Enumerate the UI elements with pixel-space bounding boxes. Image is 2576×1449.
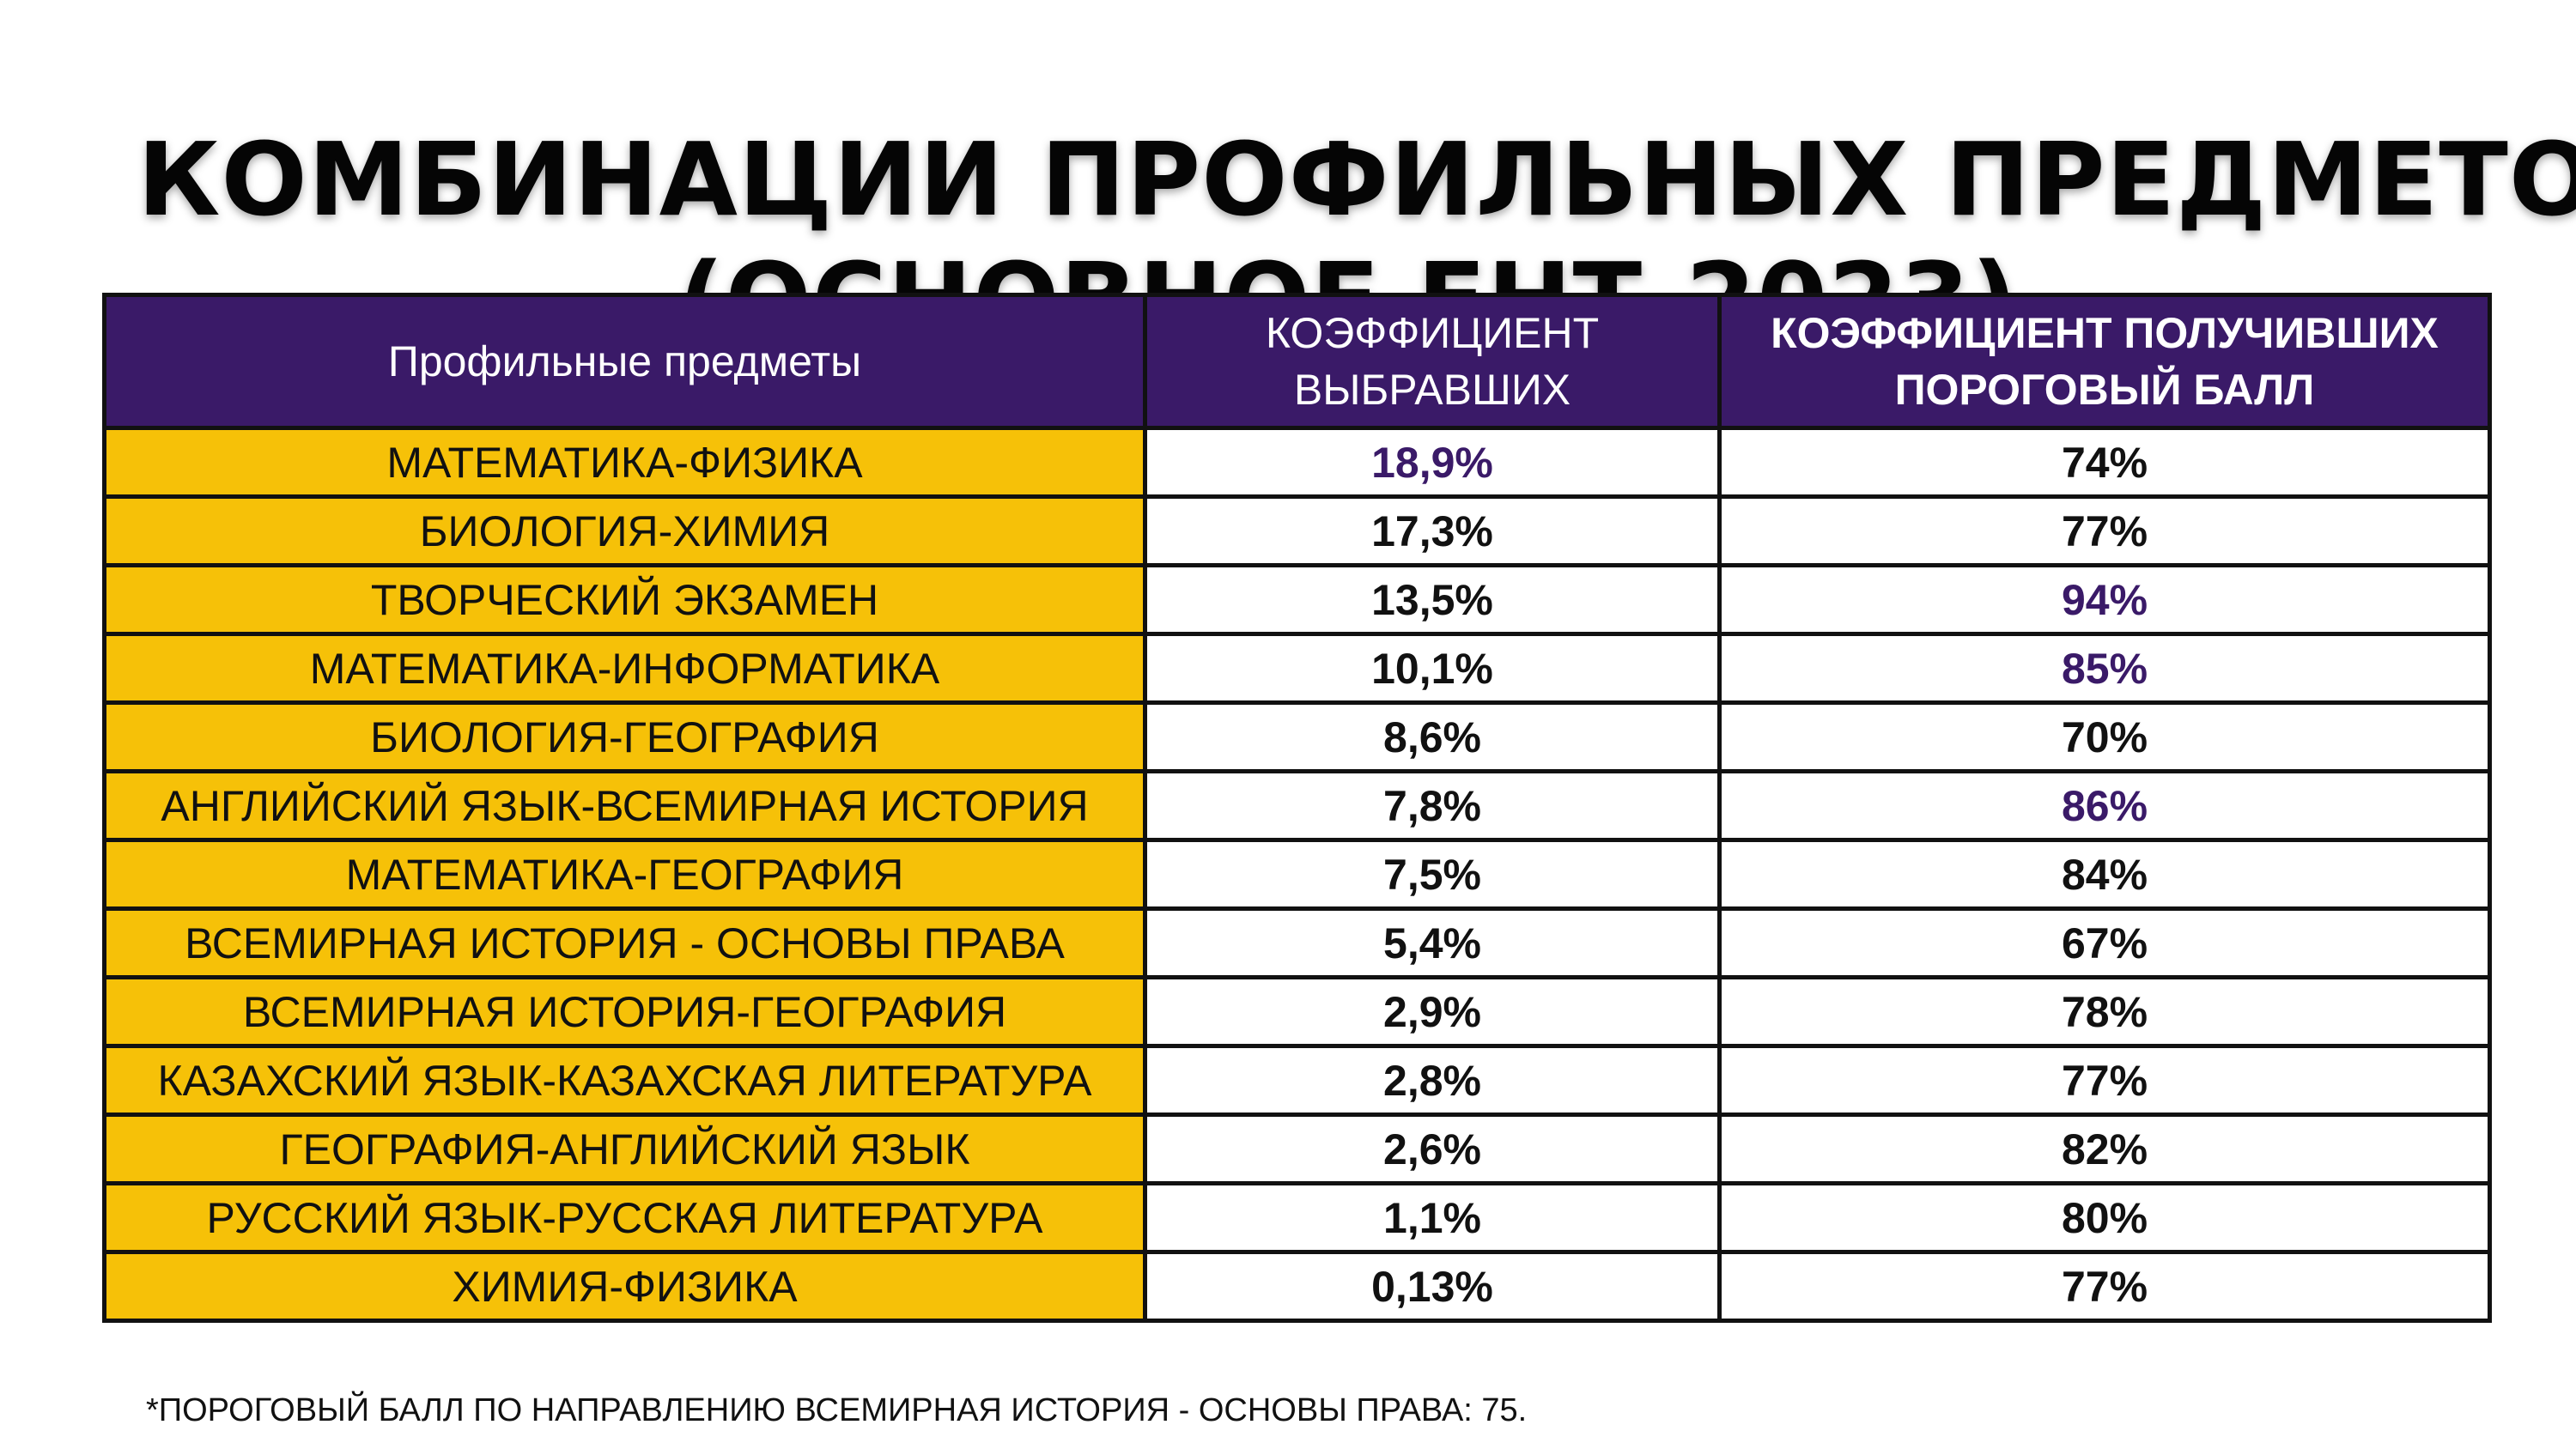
chosen-cell: 2,8% [1143,1044,1722,1117]
header-passed-line-2: ПОРОГОВЫЙ БАЛЛ [1894,366,2315,414]
chosen-cell: 2,6% [1143,1113,1722,1185]
results-table: Профильные предметы КОЭФФИЦИЕНТ ВЫБРАВШИ… [102,293,2492,1323]
chosen-cell: 0,13% [1143,1250,1722,1323]
table-row: ВСЕМИРНАЯ ИСТОРИЯ-ГЕОГРАФИЯ 2,9% 78% [102,975,2492,1048]
title-line-1: КОМБИНАЦИИ ПРОФИЛЬНЫХ ПРЕДМЕТОВ [137,120,2576,239]
passed-cell: 94% [1717,563,2492,636]
passed-cell: 77% [1717,1044,2492,1117]
table-row: РУССКИЙ ЯЗЫК-РУССКАЯ ЛИТЕРАТУРА 1,1% 80% [102,1181,2492,1254]
chosen-cell: 5,4% [1143,906,1722,979]
passed-cell: 82% [1717,1113,2492,1185]
passed-cell: 70% [1717,700,2492,773]
passed-cell: 80% [1717,1181,2492,1254]
passed-cell: 77% [1717,494,2492,567]
subject-cell: МАТЕМАТИКА-ИНФОРМАТИКА [102,632,1147,705]
table-row: ТВОРЧЕСКИЙ ЭКЗАМЕН 13,5% 94% [102,563,2492,636]
chosen-cell: 1,1% [1143,1181,1722,1254]
chosen-cell: 17,3% [1143,494,1722,567]
subject-cell: БИОЛОГИЯ-ХИМИЯ [102,494,1147,567]
chosen-cell: 8,6% [1143,700,1722,773]
header-chosen-line-1: КОЭФФИЦИЕНТ [1265,309,1600,357]
header-chosen-coefficient: КОЭФФИЦИЕНТ ВЫБРАВШИХ [1143,293,1722,430]
subject-cell: АНГЛИЙСКИЙ ЯЗЫК-ВСЕМИРНАЯ ИСТОРИЯ [102,769,1147,842]
table-row: МАТЕМАТИКА-ИНФОРМАТИКА 10,1% 85% [102,632,2492,705]
header-row: Профильные предметы КОЭФФИЦИЕНТ ВЫБРАВШИ… [102,293,2492,430]
subject-cell: ВСЕМИРНАЯ ИСТОРИЯ-ГЕОГРАФИЯ [102,975,1147,1048]
passed-cell: 84% [1717,838,2492,911]
subject-cell: ХИМИЯ-ФИЗИКА [102,1250,1147,1323]
chosen-cell: 10,1% [1143,632,1722,705]
header-subjects: Профильные предметы [102,293,1147,430]
table-row: ХИМИЯ-ФИЗИКА 0,13% 77% [102,1250,2492,1323]
subject-cell: ВСЕМИРНАЯ ИСТОРИЯ - ОСНОВЫ ПРАВА [102,906,1147,979]
passed-cell: 78% [1717,975,2492,1048]
chosen-cell: 18,9% [1143,426,1722,499]
header-chosen-line-2: ВЫБРАВШИХ [1293,366,1571,414]
passed-cell: 74% [1717,426,2492,499]
header-passed-line-1: КОЭФФИЦИЕНТ ПОЛУЧИВШИХ [1771,309,2439,357]
subject-cell: МАТЕМАТИКА-ГЕОГРАФИЯ [102,838,1147,911]
passed-cell: 86% [1717,769,2492,842]
table-row: ГЕОГРАФИЯ-АНГЛИЙСКИЙ ЯЗЫК 2,6% 82% [102,1113,2492,1185]
subject-cell: ГЕОГРАФИЯ-АНГЛИЙСКИЙ ЯЗЫК [102,1113,1147,1185]
subject-cell: РУССКИЙ ЯЗЫК-РУССКАЯ ЛИТЕРАТУРА [102,1181,1147,1254]
table-header: Профильные предметы КОЭФФИЦИЕНТ ВЫБРАВШИ… [102,293,2492,430]
table-row: МАТЕМАТИКА-ГЕОГРАФИЯ 7,5% 84% [102,838,2492,911]
table-row: БИОЛОГИЯ-ГЕОГРАФИЯ 8,6% 70% [102,700,2492,773]
subject-cell: ТВОРЧЕСКИЙ ЭКЗАМЕН [102,563,1147,636]
chosen-cell: 7,8% [1143,769,1722,842]
chosen-cell: 2,9% [1143,975,1722,1048]
header-passed-coefficient: КОЭФФИЦИЕНТ ПОЛУЧИВШИХ ПОРОГОВЫЙ БАЛЛ [1717,293,2492,430]
footnote: *ПОРОГОВЫЙ БАЛЛ ПО НАПРАВЛЕНИЮ ВСЕМИРНАЯ… [146,1392,1528,1428]
table-body: МАТЕМАТИКА-ФИЗИКА 18,9% 74% БИОЛОГИЯ-ХИМ… [102,426,2492,1323]
table-row: ВСЕМИРНАЯ ИСТОРИЯ - ОСНОВЫ ПРАВА 5,4% 67… [102,906,2492,979]
chosen-cell: 13,5% [1143,563,1722,636]
subject-cell: БИОЛОГИЯ-ГЕОГРАФИЯ [102,700,1147,773]
table-row: МАТЕМАТИКА-ФИЗИКА 18,9% 74% [102,426,2492,499]
passed-cell: 67% [1717,906,2492,979]
table-row: АНГЛИЙСКИЙ ЯЗЫК-ВСЕМИРНАЯ ИСТОРИЯ 7,8% 8… [102,769,2492,842]
passed-cell: 77% [1717,1250,2492,1323]
subject-cell: МАТЕМАТИКА-ФИЗИКА [102,426,1147,499]
chosen-cell: 7,5% [1143,838,1722,911]
subject-cell: КАЗАХСКИЙ ЯЗЫК-КАЗАХСКАЯ ЛИТЕРАТУРА [102,1044,1147,1117]
table-row: БИОЛОГИЯ-ХИМИЯ 17,3% 77% [102,494,2492,567]
table-row: КАЗАХСКИЙ ЯЗЫК-КАЗАХСКАЯ ЛИТЕРАТУРА 2,8%… [102,1044,2492,1117]
passed-cell: 85% [1717,632,2492,705]
